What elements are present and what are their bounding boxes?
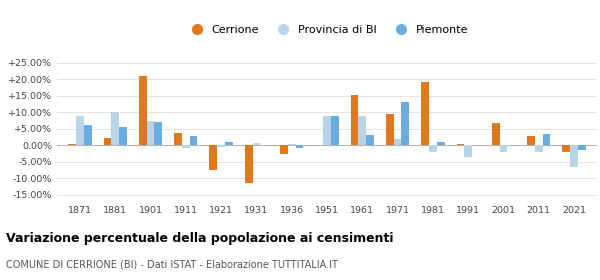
- Bar: [542, 134, 550, 145]
- Legend: Cerrione, Provincia di BI, Piemonte: Cerrione, Provincia di BI, Piemonte: [182, 21, 472, 40]
- Bar: [119, 127, 127, 145]
- Bar: [68, 144, 76, 145]
- Bar: [457, 144, 464, 145]
- Bar: [209, 145, 217, 170]
- Bar: [331, 116, 338, 145]
- Bar: [401, 102, 409, 145]
- Bar: [350, 95, 358, 145]
- Bar: [225, 142, 233, 145]
- Bar: [253, 143, 260, 145]
- Bar: [280, 145, 288, 154]
- Bar: [437, 142, 445, 145]
- Bar: [296, 145, 304, 148]
- Bar: [366, 136, 374, 145]
- Bar: [76, 116, 84, 145]
- Bar: [570, 145, 578, 167]
- Bar: [245, 145, 253, 183]
- Bar: [139, 76, 146, 145]
- Bar: [154, 122, 162, 145]
- Text: COMUNE DI CERRIONE (BI) - Dati ISTAT - Elaborazione TUTTITALIA.IT: COMUNE DI CERRIONE (BI) - Dati ISTAT - E…: [6, 259, 338, 269]
- Bar: [562, 145, 570, 152]
- Bar: [492, 123, 500, 145]
- Bar: [112, 112, 119, 145]
- Bar: [578, 145, 586, 150]
- Bar: [500, 145, 508, 152]
- Bar: [217, 145, 225, 147]
- Bar: [84, 125, 92, 145]
- Bar: [394, 139, 401, 145]
- Bar: [429, 145, 437, 152]
- Bar: [421, 82, 429, 145]
- Bar: [386, 114, 394, 145]
- Bar: [323, 116, 331, 145]
- Bar: [535, 145, 542, 152]
- Bar: [288, 144, 296, 145]
- Bar: [358, 116, 366, 145]
- Bar: [174, 133, 182, 145]
- Text: Variazione percentuale della popolazione ai censimenti: Variazione percentuale della popolazione…: [6, 232, 394, 245]
- Bar: [464, 145, 472, 157]
- Bar: [190, 136, 197, 145]
- Bar: [527, 136, 535, 145]
- Bar: [104, 138, 112, 145]
- Bar: [146, 121, 154, 145]
- Bar: [182, 145, 190, 148]
